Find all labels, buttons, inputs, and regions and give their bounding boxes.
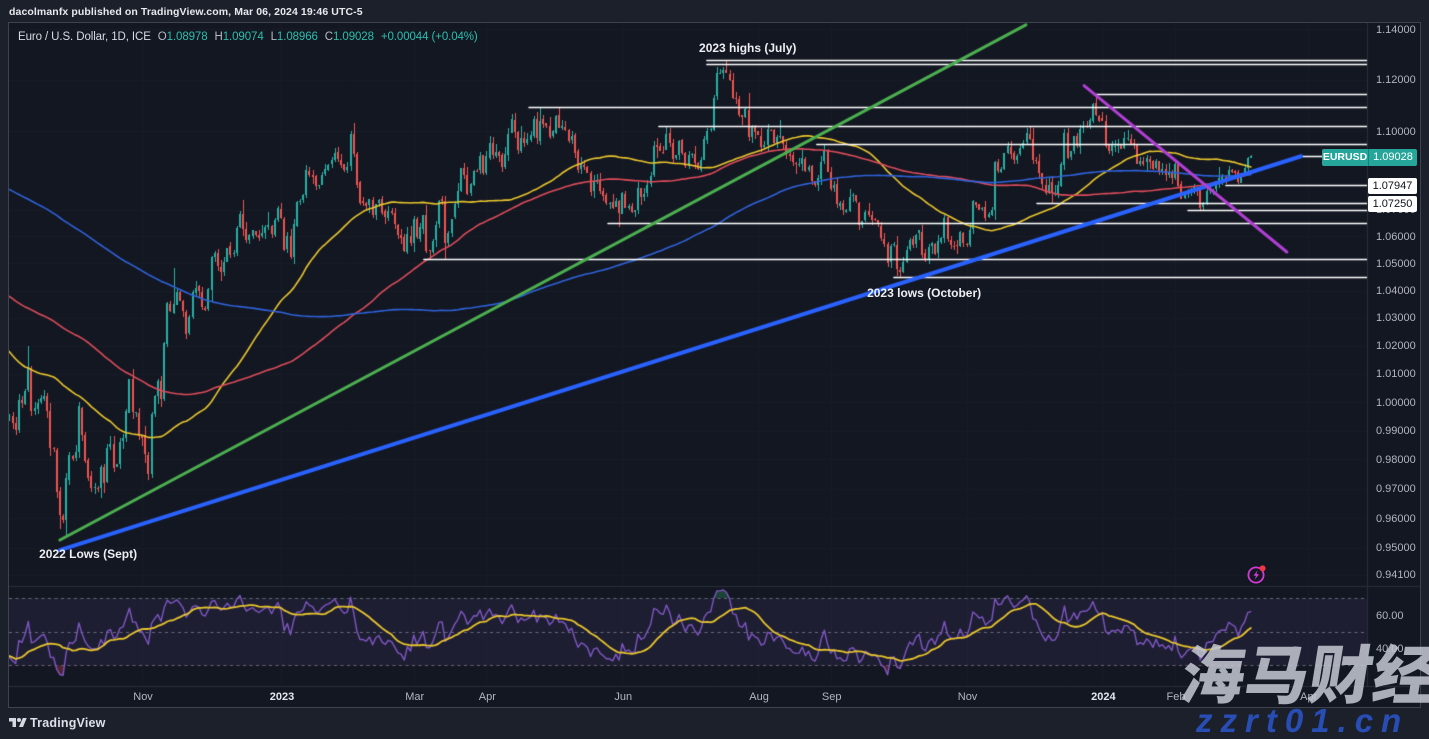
price-tick-0.97000[interactable]: 0.97000 — [1376, 483, 1416, 496]
chart-legend[interactable]: Euro / U.S. Dollar, 1D, ICE O1.08978 H1.09… — [18, 31, 478, 43]
price-level-badge-value: 1.07250 — [1368, 196, 1417, 213]
publish-text: dacolmanfx published on TradingView.com,… — [9, 6, 363, 18]
time-tick-Mar[interactable]: Mar — [405, 691, 425, 703]
time-tick-2024[interactable]: 2024 — [1091, 691, 1116, 703]
legend-o-value: 1.08978 — [166, 31, 208, 43]
flash-idea-icon[interactable] — [1246, 564, 1267, 590]
price-tick-0.96000[interactable]: 0.96000 — [1376, 512, 1416, 525]
price-level-badge-value: 1.07947 — [1368, 177, 1417, 194]
price-tick-1.01000[interactable]: 1.01000 — [1376, 368, 1416, 381]
annotation-lows-2022: 2022 Lows (Sept) — [39, 546, 138, 561]
legend-l-value: 1.08966 — [276, 31, 318, 43]
price-tick-1.12000[interactable]: 1.12000 — [1376, 74, 1416, 87]
last-price-badge-ticker: EURUSD — [1322, 148, 1368, 166]
price-tick-1.05000[interactable]: 1.05000 — [1376, 257, 1416, 270]
price-tick-0.94100[interactable]: 0.94100 — [1376, 569, 1416, 582]
symbol-title: Euro / U.S. Dollar, 1D, ICE — [18, 31, 151, 43]
rsi-tick-60.00[interactable]: 60.00 — [1376, 609, 1404, 622]
rsi-tick-40.00[interactable]: 40.00 — [1376, 643, 1404, 656]
time-tick-Nov[interactable]: Nov — [957, 691, 978, 703]
legend-ohlc: O1.08978 H1.09074 L1.08966 C1.09028 — [151, 31, 374, 43]
price-tick-1.00000[interactable]: 1.00000 — [1376, 396, 1416, 409]
legend-h-value: 1.09074 — [222, 31, 264, 43]
legend-h-label: H — [214, 31, 223, 43]
price-tick-0.98000[interactable]: 0.98000 — [1376, 453, 1416, 466]
time-tick-2023[interactable]: 2023 — [269, 691, 295, 703]
legend-c-label: C — [324, 31, 334, 43]
time-tick-Jun[interactable]: Jun — [614, 691, 633, 703]
price-tick-1.14000[interactable]: 1.14000 — [1376, 23, 1416, 36]
legend-change: +0.00044 (+0.04%) — [380, 31, 478, 43]
price-tick-1.10000[interactable]: 1.10000 — [1376, 125, 1416, 138]
chart-widget: Euro / U.S. Dollar, 1D, ICE O1.08978 H1.09… — [8, 22, 1421, 708]
time-tick-Feb[interactable]: Feb — [1166, 691, 1186, 703]
watermark-site-url: zzrt01.cn — [1196, 702, 1410, 739]
price-tick-1.03000[interactable]: 1.03000 — [1376, 312, 1416, 325]
price-tick-0.95000[interactable]: 0.95000 — [1376, 542, 1416, 555]
publish-bar: dacolmanfx published on TradingView.com,… — [0, 0, 1429, 22]
price-tick-1.06000[interactable]: 1.06000 — [1376, 230, 1416, 243]
annotation-lows-2023: 2023 lows (October) — [867, 285, 982, 300]
tradingview-brand[interactable]: TradingView — [30, 716, 106, 730]
footer-bar: TradingView — [0, 708, 1429, 739]
time-tick-Aug[interactable]: Aug — [749, 691, 769, 703]
time-tick-Apr[interactable]: Apr — [478, 691, 496, 703]
price-chart-canvas[interactable] — [9, 23, 1420, 707]
legend-o-label: O — [157, 31, 167, 43]
legend-l-label: L — [270, 31, 277, 43]
time-tick-Sep[interactable]: Sep — [821, 691, 842, 703]
price-tick-1.04000[interactable]: 1.04000 — [1376, 285, 1416, 298]
price-tick-1.02000[interactable]: 1.02000 — [1376, 340, 1416, 353]
tradingview-logo-icon — [9, 718, 27, 727]
price-tick-0.99000[interactable]: 0.99000 — [1376, 425, 1416, 438]
last-price-badge-value: 1.09028 — [1368, 148, 1417, 166]
legend-c-value: 1.09028 — [333, 31, 374, 43]
annotation-highs-2023: 2023 highs (July) — [699, 40, 797, 55]
time-tick-Nov[interactable]: Nov — [133, 691, 153, 703]
